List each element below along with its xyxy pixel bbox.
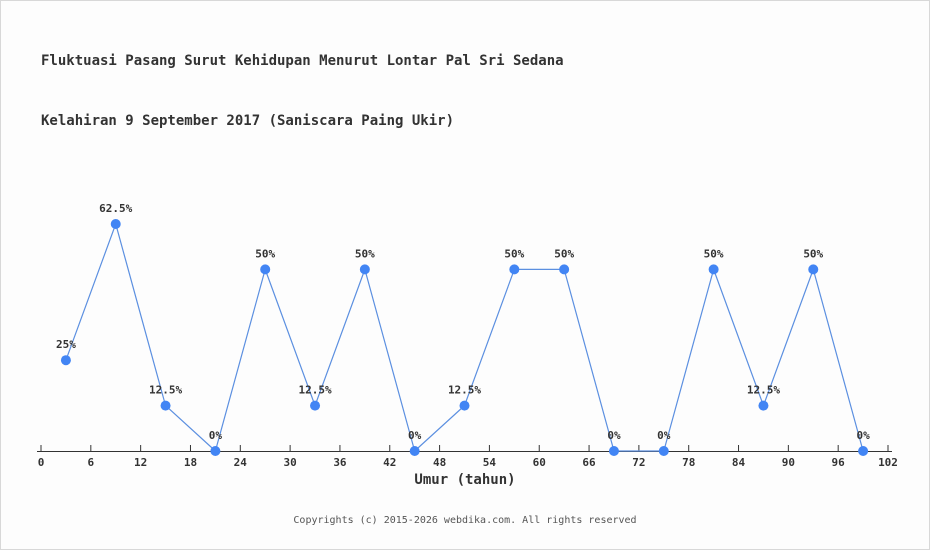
data-point[interactable] [260, 264, 271, 275]
data-point-label: 62.5% [99, 202, 132, 215]
data-point-label: 0% [607, 429, 621, 442]
data-point[interactable] [808, 264, 819, 275]
x-tick-label: 48 [433, 456, 446, 469]
copyright-text: Copyrights (c) 2015-2026 webdika.com. Al… [293, 515, 637, 526]
x-tick-label: 102 [878, 456, 898, 469]
data-point[interactable] [708, 264, 719, 275]
data-point-label: 0% [856, 429, 870, 442]
data-point[interactable] [658, 446, 669, 456]
x-tick-label: 42 [383, 456, 396, 469]
data-line [65, 222, 864, 453]
data-point[interactable] [858, 446, 869, 456]
data-point-label: 50% [704, 247, 724, 260]
x-tick-label: 6 [88, 456, 95, 469]
x-tick-label: 72 [632, 456, 645, 469]
x-tick-label: 60 [533, 456, 546, 469]
data-point-label: 25% [56, 338, 76, 351]
chart-title-line2: Kelahiran 9 September 2017 (Saniscara Pa… [41, 113, 455, 129]
data-point[interactable] [359, 264, 370, 275]
data-point[interactable] [60, 355, 71, 366]
data-point-label: 50% [504, 247, 524, 260]
data-point[interactable] [459, 400, 470, 411]
x-tick-label: 96 [832, 456, 846, 469]
data-point[interactable] [210, 446, 221, 456]
data-point-label: 12.5% [298, 384, 331, 397]
chart-title: Fluktuasi Pasang Surut Kehidupan Menurut… [41, 11, 564, 171]
data-point[interactable] [110, 219, 121, 229]
x-tick-label: 66 [582, 456, 596, 469]
data-point-label: 50% [255, 247, 275, 260]
data-point[interactable] [559, 264, 570, 275]
data-point-label: 50% [554, 247, 574, 260]
data-point[interactable] [160, 400, 171, 411]
data-point-label: 12.5% [448, 384, 481, 397]
data-point-label: 50% [803, 247, 823, 260]
data-point[interactable] [758, 400, 769, 411]
chart-title-line1: Fluktuasi Pasang Surut Kehidupan Menurut… [41, 53, 564, 69]
data-point-label: 50% [355, 247, 375, 260]
x-tick-label: 18 [184, 456, 197, 469]
data-point-label: 12.5% [747, 384, 780, 397]
x-tick-label: 54 [483, 456, 497, 469]
data-point[interactable] [509, 264, 520, 275]
x-tick-label: 30 [283, 456, 296, 469]
data-point[interactable] [608, 446, 619, 456]
data-point-label: 0% [209, 429, 223, 442]
x-tick-label: 0 [38, 456, 45, 469]
x-tick-label: 36 [333, 456, 347, 469]
x-tick-label: 24 [234, 456, 248, 469]
data-point[interactable] [409, 446, 420, 456]
data-point-label: 12.5% [149, 384, 182, 397]
x-tick-label: 90 [782, 456, 795, 469]
x-tick-label: 84 [732, 456, 746, 469]
x-axis-label: Umur (tahun) [414, 472, 516, 488]
x-tick-label: 78 [682, 456, 695, 469]
x-tick-label: 12 [134, 456, 147, 469]
data-point-label: 0% [408, 429, 422, 442]
data-point-label: 0% [657, 429, 671, 442]
data-point[interactable] [310, 400, 321, 411]
